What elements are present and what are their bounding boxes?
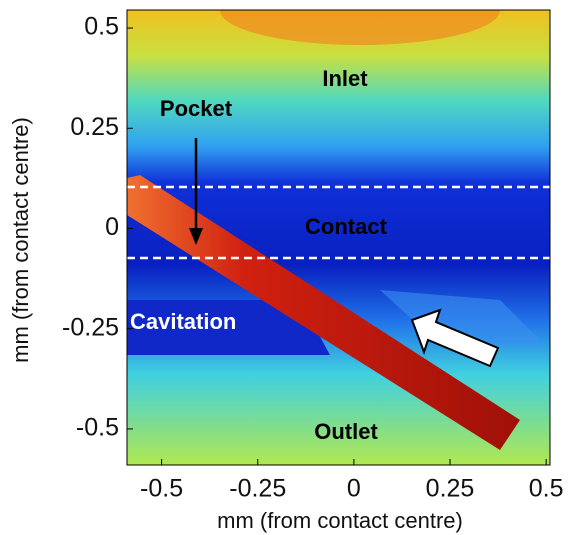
y-tick-label: 0.5: [84, 13, 119, 41]
x-axis-label: mm (from contact centre): [217, 508, 463, 533]
annotation: Inlet: [322, 66, 368, 91]
y-tick-label: -0.25: [62, 313, 119, 341]
y-tick-label: -0.5: [76, 414, 119, 442]
x-tick-label: 0: [347, 475, 361, 503]
x-tick-label: -0.25: [229, 475, 286, 503]
x-tick-label: -0.5: [140, 475, 183, 503]
annotation: Contact: [305, 214, 388, 239]
y-tick-label: 0: [105, 213, 119, 241]
annotation: Cavitation: [130, 309, 236, 334]
annotation: Pocket: [160, 96, 233, 121]
x-tick-label: 0.25: [426, 475, 475, 503]
x-tick-label: 0.5: [529, 475, 564, 503]
y-axis-label: mm (from contact centre): [8, 117, 33, 363]
chart: Inlet Pocket Contact Cavitation Outlet m…: [0, 0, 578, 535]
y-tick-label: 0.25: [70, 113, 119, 141]
page: Inlet Pocket Contact Cavitation Outlet m…: [0, 0, 578, 535]
annotation: Outlet: [314, 419, 378, 444]
